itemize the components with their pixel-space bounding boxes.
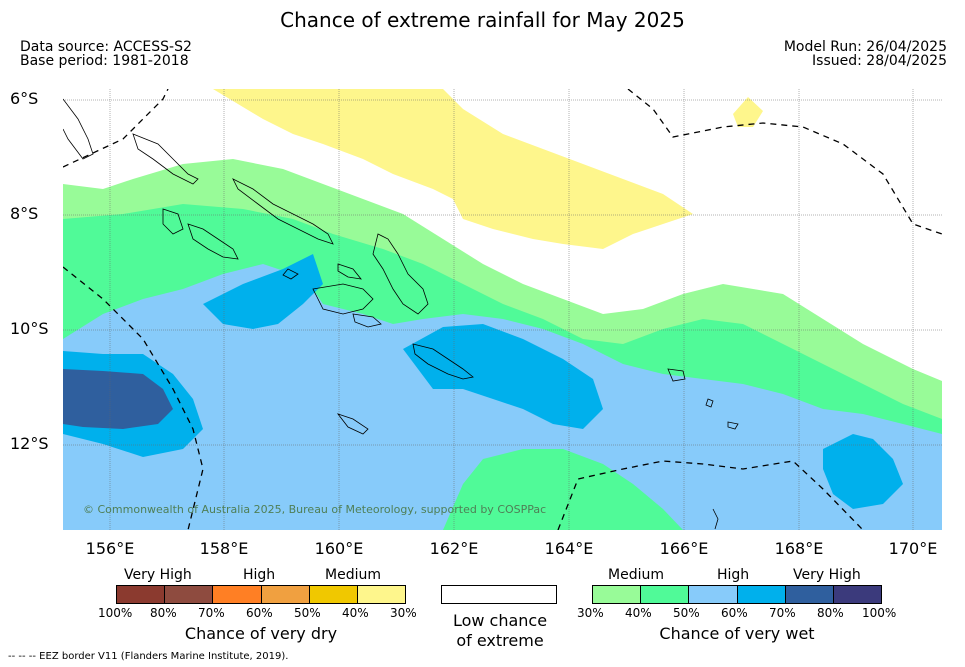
source-info: Data source: ACCESS-S2 Base period: 1981… xyxy=(20,40,192,68)
map-title: Chance of extreme rainfall for May 2025 xyxy=(280,8,685,32)
wet-60-70-region-b xyxy=(203,254,323,329)
lon-label-170e: 170°E xyxy=(888,539,938,558)
map-panel[interactable]: © Commonwealth of Australia 2025, Bureau… xyxy=(63,89,942,530)
lon-label-168e: 168°E xyxy=(774,539,824,558)
dry-tick-70: 70% xyxy=(198,606,225,620)
wet-tick-70: 70% xyxy=(769,606,796,620)
lon-label-166e: 166°E xyxy=(659,539,709,558)
dry-swatch-3 xyxy=(213,586,262,603)
wet-swatch-1 xyxy=(593,586,642,603)
dry-swatch-4 xyxy=(261,586,310,603)
wet-tick-40: 40% xyxy=(625,606,652,620)
wet-swatch-6 xyxy=(833,586,882,603)
data-source: Data source: ACCESS-S2 xyxy=(20,39,192,55)
wet-colorbar xyxy=(592,585,882,604)
copyright-notice: © Commonwealth of Australia 2025, Bureau… xyxy=(83,503,547,516)
medium-dry-region-a xyxy=(213,89,693,249)
run-info: Model Run: 26/04/2025 Issued: 28/04/2025 xyxy=(784,40,947,68)
wet-cat-very-high: Very High xyxy=(793,567,861,583)
dry-legend-label: Chance of very dry xyxy=(184,624,338,643)
lat-label-12s: 12°S xyxy=(10,434,49,453)
dry-cat-high: High xyxy=(243,567,276,583)
dry-swatch-2 xyxy=(165,586,214,603)
wet-tick-30: 30% xyxy=(577,606,604,620)
dry-tick-60: 60% xyxy=(246,606,273,620)
wet-swatch-3 xyxy=(689,586,738,603)
wet-tick-100: 100% xyxy=(862,606,897,620)
lon-label-160e: 160°E xyxy=(314,539,364,558)
graticule xyxy=(63,89,942,530)
dry-tick-40: 40% xyxy=(342,606,369,620)
wet-60-70-region-c xyxy=(403,324,603,429)
wet-tick-50: 50% xyxy=(673,606,700,620)
dry-cat-very-high: Very High xyxy=(124,567,192,583)
wet-tick-60: 60% xyxy=(721,606,748,620)
dry-swatch-1 xyxy=(117,586,166,603)
dry-cat-medium: Medium xyxy=(325,567,381,583)
dry-swatch-6 xyxy=(357,586,406,603)
low-chance-line2: of extreme xyxy=(456,631,544,650)
wet-tick-80: 80% xyxy=(817,606,844,620)
wet-legend-label: Chance of very wet xyxy=(659,624,815,643)
lon-label-162e: 162°E xyxy=(429,539,479,558)
medium-dry-region-b xyxy=(733,97,763,127)
wet-swatch-4 xyxy=(737,586,786,603)
dry-colorbar xyxy=(116,585,406,604)
wet-swatch-2 xyxy=(641,586,690,603)
lon-label-156e: 156°E xyxy=(85,539,135,558)
lat-label-8s: 8°S xyxy=(10,204,39,223)
low-chance-label: Low chance of extreme xyxy=(430,611,570,651)
rainfall-map xyxy=(63,89,942,530)
lon-label-164e: 164°E xyxy=(544,539,594,558)
dry-tick-30: 30% xyxy=(390,606,417,620)
dry-tick-80: 80% xyxy=(150,606,177,620)
base-period: Base period: 1981-2018 xyxy=(20,53,189,69)
dry-tick-50: 50% xyxy=(294,606,321,620)
wet-70-80-region xyxy=(63,369,173,429)
wet-60-70-region-d xyxy=(823,434,903,509)
low-chance-line1: Low chance xyxy=(452,611,548,630)
lon-label-158e: 158°E xyxy=(199,539,249,558)
model-run: Model Run: 26/04/2025 xyxy=(783,39,947,55)
dry-swatch-5 xyxy=(309,586,358,603)
dry-tick-100: 100% xyxy=(98,606,133,620)
eez-footnote: -- -- -- EEZ border V11 (Flanders Marine… xyxy=(8,651,289,662)
wet-cat-high: High xyxy=(717,567,750,583)
low-chance-swatch xyxy=(441,585,557,604)
islands xyxy=(63,98,739,530)
wet-swatch-5 xyxy=(785,586,834,603)
lat-label-6s: 6°S xyxy=(10,89,39,108)
issued-date: Issued: 28/04/2025 xyxy=(812,53,947,69)
wet-cat-medium: Medium xyxy=(608,567,664,583)
lat-label-10s: 10°S xyxy=(10,319,49,338)
